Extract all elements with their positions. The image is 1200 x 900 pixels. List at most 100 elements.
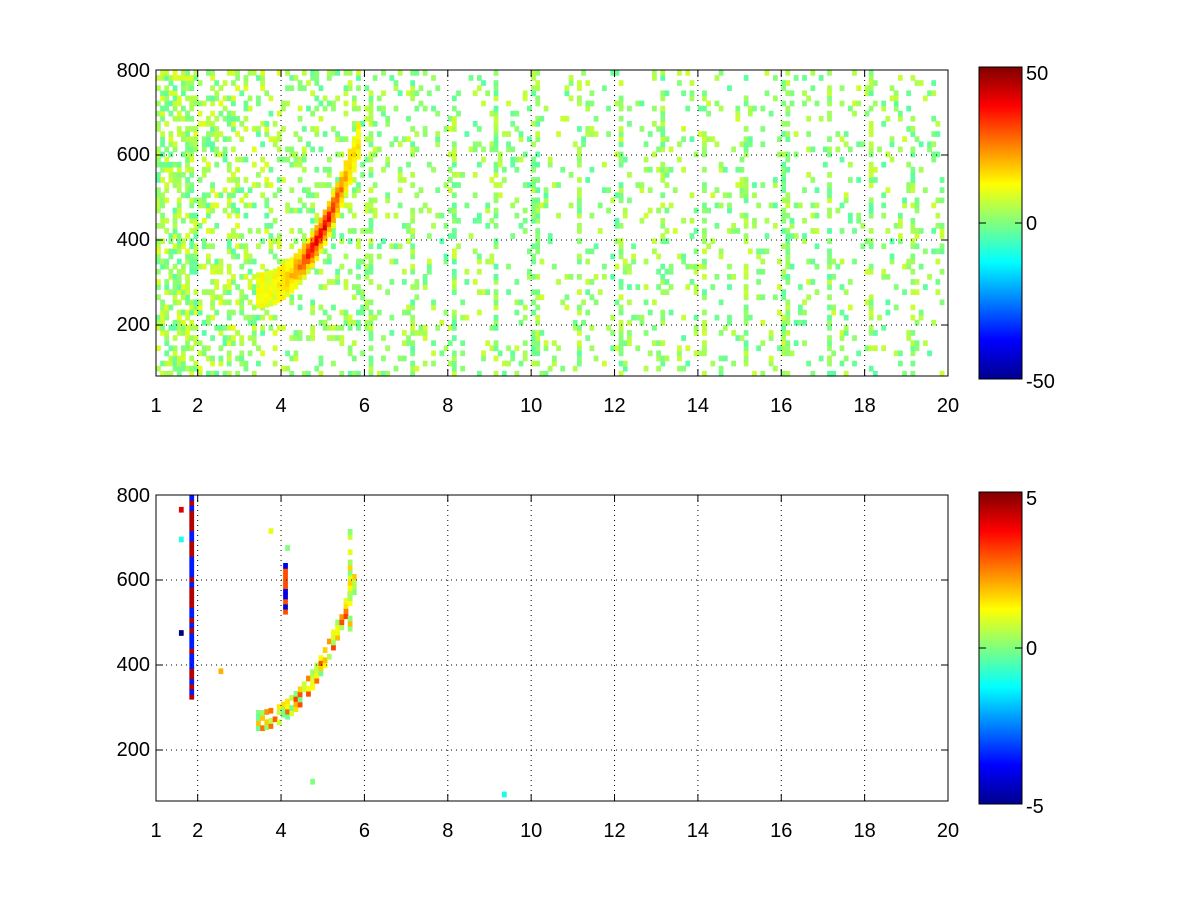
heatmap-cell [456,217,461,224]
heatmap-cell [331,360,336,367]
x-tick-label: 10 [520,820,542,842]
heatmap-cell [589,100,595,107]
heatmap-cell [868,197,874,204]
heatmap-cell [785,243,791,250]
heatmap-cell [306,248,311,254]
heatmap-cell [914,243,920,250]
heatmap-cell [226,309,232,316]
heatmap-cell [285,281,290,287]
heatmap-cell [326,172,332,178]
heatmap-cell [460,350,466,357]
heatmap-cell [293,263,299,270]
heatmap-cell [347,585,353,591]
heatmap-cell [451,115,457,122]
heatmap-cell [289,294,295,301]
heatmap-cell [268,238,274,244]
heatmap-cell [272,273,278,280]
heatmap-cell [652,340,657,346]
heatmap-cell [385,121,391,127]
heatmap-cell [881,161,887,168]
heatmap-cell [172,228,178,234]
heatmap-cell [376,370,382,377]
heatmap-cell [643,141,649,148]
heatmap-cell [364,299,370,306]
heatmap-cell [397,70,403,76]
heatmap-cell [164,314,170,321]
heatmap-cell [868,85,874,91]
heatmap-cell [364,319,370,326]
heatmap-cell [618,360,624,367]
heatmap-cell [731,223,737,229]
heatmap-cell [218,325,224,331]
heatmap-cell [664,90,670,97]
heatmap-cell [368,309,374,316]
heatmap-cell [702,325,707,331]
heatmap-cell [351,136,357,142]
heatmap-cell [526,248,532,255]
heatmap-cell [197,197,203,204]
heatmap-cell [764,217,770,224]
heatmap-cell [852,360,857,367]
heatmap-cell [868,212,874,219]
heatmap-cell [531,345,536,352]
heatmap-cell [793,233,799,239]
heatmap-cell [543,202,549,209]
heatmap-cell [577,177,582,183]
heatmap-cell [702,187,707,193]
heatmap-cell [764,90,770,97]
heatmap-cell [714,274,720,280]
heatmap-cell [168,248,174,255]
heatmap-cell [810,202,816,209]
heatmap-cell [189,325,195,331]
heatmap-cell [226,248,232,255]
heatmap-cell [276,325,282,331]
heatmap-cell [368,121,374,127]
heatmap-cell [827,360,832,367]
heatmap-cell [260,292,265,299]
heatmap-cell [577,207,582,214]
heatmap-cell [197,370,203,377]
heatmap-cell [910,115,916,122]
heatmap-cell [306,685,311,692]
heatmap-cell [322,325,328,331]
heatmap-cell [189,683,195,690]
heatmap-cell [210,95,215,102]
heatmap-cell [535,131,541,137]
heatmap-cell [189,576,195,583]
heatmap-cell [364,268,370,275]
heatmap-cell [181,309,186,316]
heatmap-cell [189,642,195,649]
heatmap-cell [747,105,753,112]
heatmap-cell [285,276,290,282]
heatmap-cell [343,90,349,97]
heatmap-cell [752,192,757,199]
heatmap-cell [226,279,232,285]
heatmap-cell [710,238,716,244]
heatmap-cell [618,156,624,163]
heatmap-cell [185,166,190,173]
heatmap-cell [447,151,453,158]
heatmap-cell [660,110,666,117]
heatmap-cell [306,192,311,199]
heatmap-cell [589,325,595,331]
heatmap-cell [231,100,236,107]
heatmap-cell [614,192,620,199]
heatmap-cell [310,90,315,97]
heatmap-cell [193,253,199,260]
heatmap-cell [785,258,791,265]
heatmap-cell [335,629,341,636]
heatmap-cell [406,228,411,234]
heatmap-cell [843,355,849,362]
colorbar-top: 50 0 -50 [978,63,1055,393]
heatmap-cell [251,202,257,209]
heatmap-cell [602,360,607,367]
heatmap-cell [593,131,599,137]
heatmap-cell [839,258,845,265]
heatmap-cell [326,335,332,341]
heatmap-cell [702,95,707,102]
heatmap-cell [297,279,303,285]
heatmap-cell [743,212,749,219]
heatmap-cell [176,177,182,183]
heatmap-cell [197,309,203,316]
heatmap-cell [172,263,178,270]
